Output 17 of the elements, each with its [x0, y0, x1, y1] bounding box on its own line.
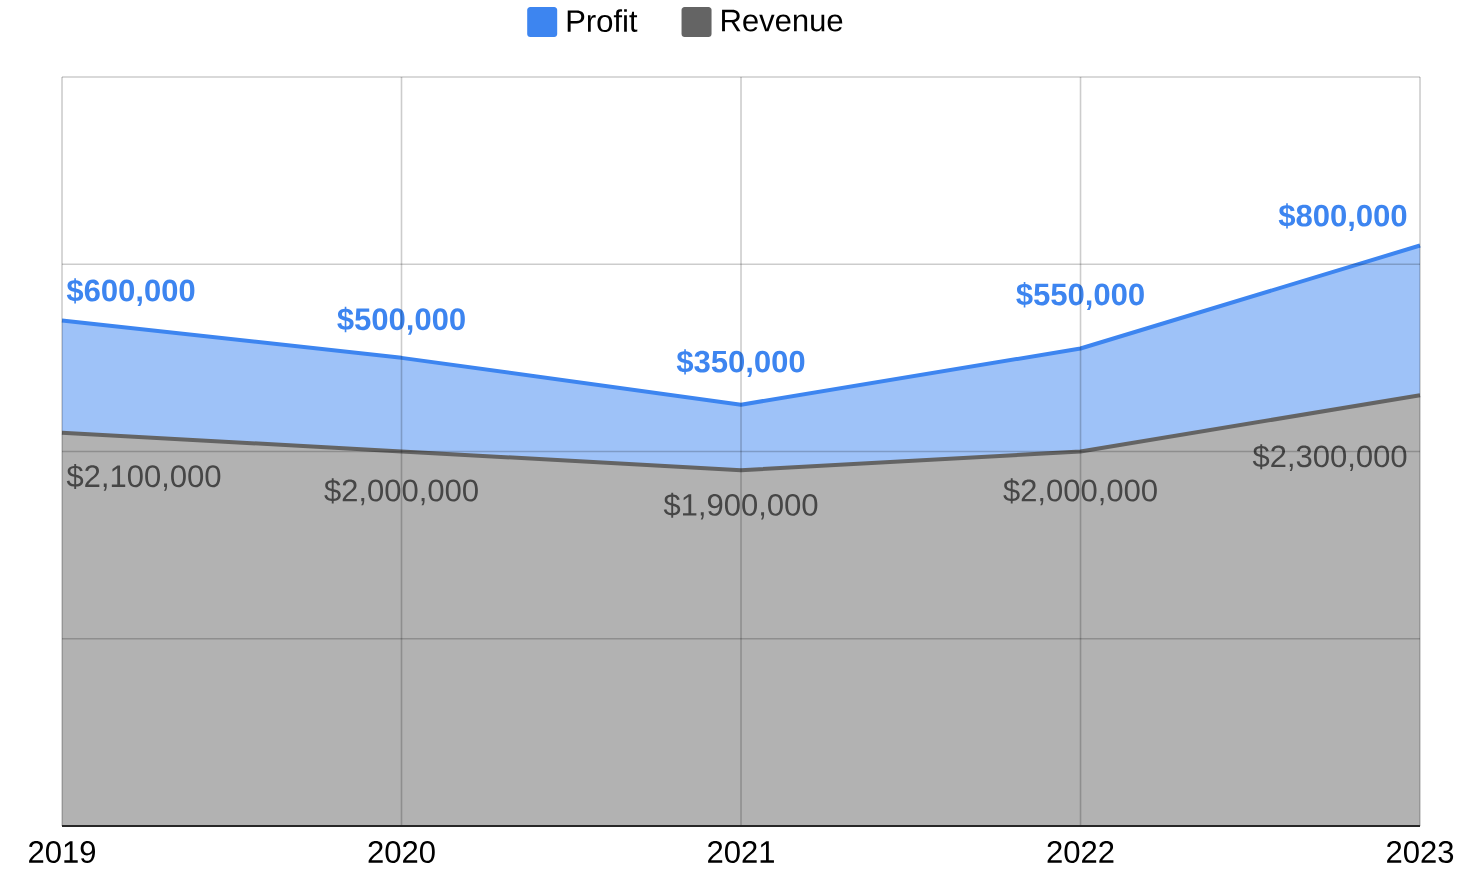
data-label: $1,900,000: [663, 492, 818, 520]
data-label: $600,000: [66, 278, 195, 307]
x-tick-label: 2023: [1387, 841, 1454, 864]
legend-label: Revenue: [722, 9, 843, 32]
data-label: $550,000: [1016, 282, 1144, 310]
x-tick-label: 2021: [708, 841, 774, 864]
x-tick-label: 2022: [1047, 841, 1114, 864]
data-label: $350,000: [676, 349, 805, 378]
data-label: $2,100,000: [66, 463, 221, 491]
data-label: $500,000: [337, 306, 465, 335]
legend-label: Profit: [567, 9, 638, 33]
data-label: $2,000,000: [1003, 478, 1157, 506]
data-label: $2,000,000: [324, 478, 478, 506]
x-tick-label: 2020: [368, 841, 435, 864]
data-label: $800,000: [1278, 203, 1407, 232]
x-tick-label: 2019: [29, 841, 96, 864]
data-label: $2,300,000: [1252, 444, 1407, 472]
